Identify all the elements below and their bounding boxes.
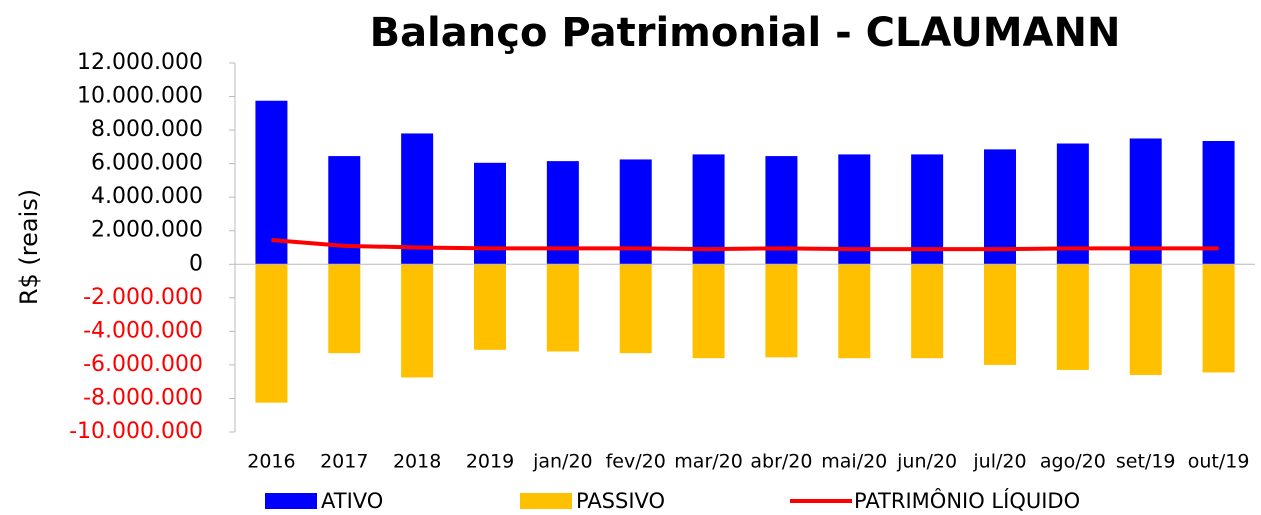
x-tick-label: mar/20 xyxy=(674,451,743,473)
bar xyxy=(255,100,288,265)
x-tick-label: 2017 xyxy=(320,451,368,473)
y-tick-label: -6.000.000 xyxy=(83,352,203,377)
line xyxy=(271,237,1219,252)
y-tick-label: 10.000.000 xyxy=(77,84,203,109)
legend-label: ATIVO xyxy=(321,489,383,513)
bar xyxy=(1202,140,1235,265)
bar xyxy=(546,264,579,352)
x-tick-label: abr/20 xyxy=(750,451,812,473)
y-axis-label: R$ (reais) xyxy=(15,189,43,305)
bar xyxy=(1129,264,1162,375)
bar xyxy=(692,264,725,359)
bar xyxy=(1056,143,1089,265)
bar xyxy=(911,264,944,359)
bar xyxy=(692,154,725,265)
y-tick-label: 8.000.000 xyxy=(91,117,203,142)
legend-swatch xyxy=(520,493,572,509)
bar xyxy=(765,156,798,265)
legend-label: PASSIVO xyxy=(576,489,665,513)
x-tick-label: 2019 xyxy=(466,451,514,473)
x-tick-label: set/19 xyxy=(1116,451,1176,473)
y-tick-label: -10.000.000 xyxy=(69,419,203,444)
bar xyxy=(255,264,288,403)
y-tick-label: 2.000.000 xyxy=(91,218,203,243)
bar xyxy=(911,154,944,265)
bar xyxy=(838,264,871,359)
bar xyxy=(1202,264,1235,373)
bar xyxy=(401,264,434,378)
bar xyxy=(1129,138,1162,265)
x-tick-label: 2018 xyxy=(393,451,441,473)
y-tick-label: -2.000.000 xyxy=(83,285,203,310)
x-tick-label: out/19 xyxy=(1188,451,1250,473)
chart-title: Balanço Patrimonial - CLAUMANN xyxy=(370,10,1121,56)
bar xyxy=(838,154,871,265)
bar xyxy=(619,264,652,354)
y-tick-label: 4.000.000 xyxy=(91,184,203,209)
y-tick-label: -4.000.000 xyxy=(83,318,203,343)
y-tick-label: 12.000.000 xyxy=(77,50,203,75)
bar xyxy=(765,264,798,358)
x-tick-label: mai/20 xyxy=(821,451,887,473)
legend-swatch xyxy=(265,493,317,509)
bar xyxy=(1056,264,1089,370)
y-tick-label: -8.000.000 xyxy=(83,385,203,410)
y-tick-label: 6.000.000 xyxy=(91,151,203,176)
y-tick-label: 0 xyxy=(189,251,203,276)
x-tick-label: jan/20 xyxy=(532,451,593,473)
bar xyxy=(401,133,434,265)
bar xyxy=(984,264,1016,365)
bar xyxy=(328,264,361,354)
x-tick-label: jul/20 xyxy=(972,451,1026,473)
bar xyxy=(474,264,506,350)
bar xyxy=(984,149,1016,265)
x-tick-label: jun/20 xyxy=(896,451,957,473)
x-tick-label: ago/20 xyxy=(1040,451,1106,473)
x-tick-label: 2016 xyxy=(247,451,295,473)
x-tick-label: fev/20 xyxy=(606,451,666,473)
legend-label: PATRIMÔNIO LÍQUIDO xyxy=(854,488,1080,513)
